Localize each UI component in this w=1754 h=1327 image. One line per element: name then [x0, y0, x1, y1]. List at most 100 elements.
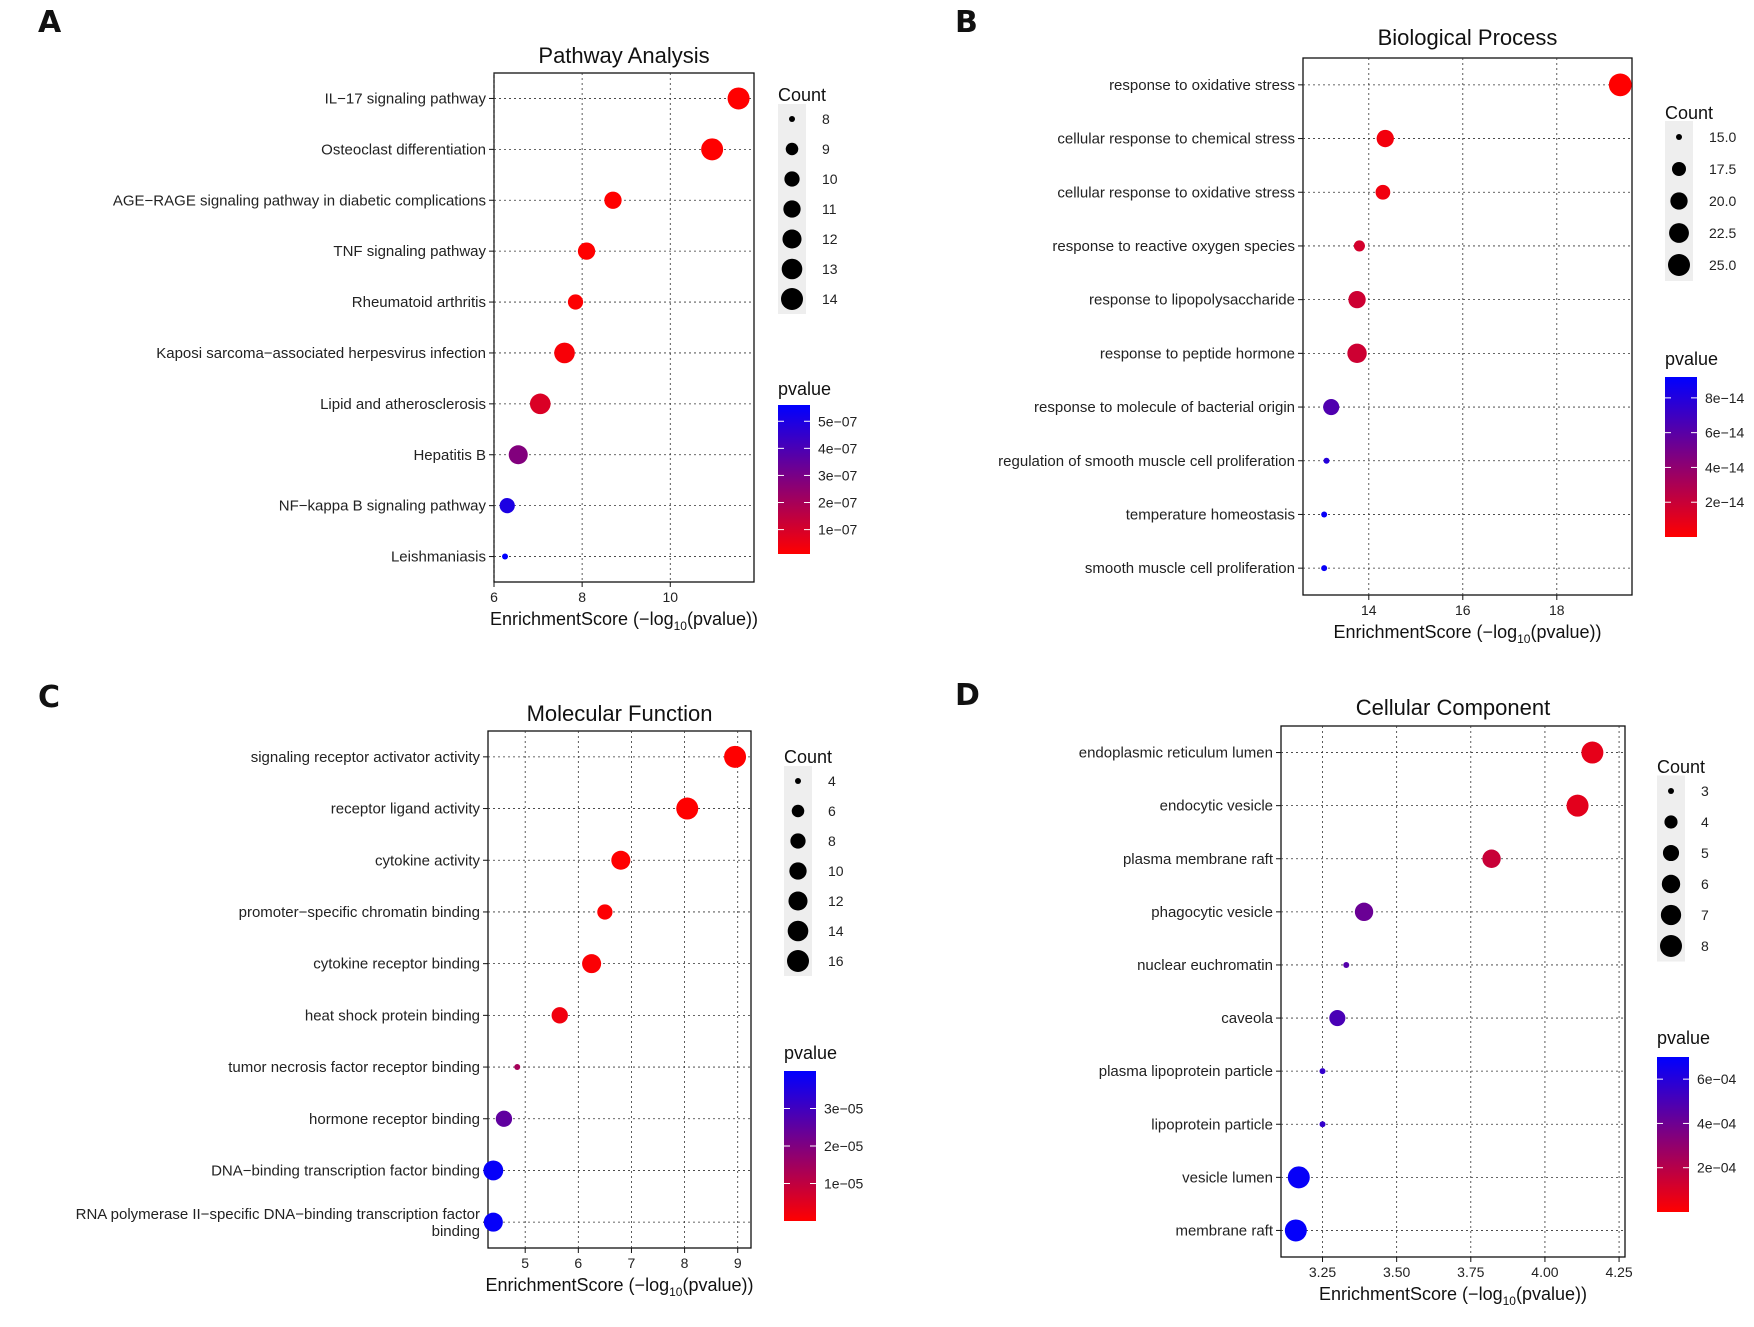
count-legend-title: Count	[778, 85, 826, 105]
count-legend-dot	[1660, 904, 1682, 926]
plot-title-a: Pathway Analysis	[538, 43, 709, 68]
count-legend-label: 22.5	[1709, 225, 1736, 241]
data-point	[1323, 457, 1330, 464]
count-legend-dot	[1668, 788, 1674, 794]
count-legend-dot	[1661, 874, 1681, 894]
category-label: phagocytic vesicle	[1151, 904, 1273, 921]
count-legend-label: 7	[1701, 907, 1709, 923]
count-legend-label: 4	[1701, 814, 1709, 830]
panel-letter-d: D	[955, 678, 980, 713]
category-label: temperature homeostasis	[1126, 506, 1295, 523]
count-legend-dot	[1664, 815, 1678, 829]
pvalue-legend-title: pvalue	[1665, 349, 1718, 369]
count-legend-dot	[787, 950, 809, 972]
pvalue-colorbar	[1657, 1057, 1689, 1212]
category-label: regulation of smooth muscle cell prolife…	[998, 453, 1295, 470]
pvalue-legend-title: pvalue	[784, 1043, 837, 1063]
pvalue-legend-label: 4e−14	[1705, 459, 1745, 475]
pvalue-legend-title: pvalue	[778, 379, 831, 399]
panel-d: Cellular Component 3.25 3.50 3.75 4.00 4.25 En…	[1079, 695, 1737, 1308]
data-point	[499, 498, 515, 514]
data-point	[1581, 741, 1604, 764]
x-tick-label: 18	[1549, 602, 1565, 618]
category-label: DNA−binding transcription factor binding	[211, 1162, 480, 1179]
pvalue-legend-label: 5e−07	[818, 413, 858, 429]
panel-a: Pathway Analysis 6 8 10 EnrichmentScore (−lo…	[113, 43, 858, 633]
category-label: vesicle lumen	[1182, 1169, 1273, 1186]
category-label: Osteoclast differentiation	[321, 141, 486, 158]
x-tick-label: 14	[1361, 602, 1377, 618]
count-legend-label: 9	[822, 141, 830, 157]
count-legend-dot	[1670, 192, 1688, 210]
count-legend-dot	[1676, 134, 1682, 140]
data-point	[1287, 1166, 1310, 1189]
category-label: endoplasmic reticulum lumen	[1079, 745, 1273, 762]
panel-c: Molecular Function 5 6 7 8 9 EnrichmentScore (…	[76, 701, 864, 1299]
count-legend-label: 11	[822, 201, 837, 217]
plot-frame-c	[487, 730, 752, 1249]
data-point	[1323, 398, 1340, 416]
count-legend-label: 8	[828, 833, 836, 849]
count-legend-label: 20.0	[1709, 193, 1736, 209]
category-label: tumor necrosis factor receptor binding	[228, 1059, 480, 1076]
plot-title-c: Molecular Function	[527, 701, 713, 726]
category-label: AGE−RAGE signaling pathway in diabetic c…	[113, 192, 486, 209]
category-label: cytokine activity	[375, 852, 481, 869]
data-point	[701, 138, 724, 161]
category-label: Lipid and atherosclerosis	[320, 396, 486, 413]
count-legend-label: 3	[1701, 783, 1709, 799]
count-legend-label: 8	[822, 111, 830, 127]
data-point	[483, 1212, 503, 1232]
data-point	[1376, 129, 1394, 148]
pvalue-colorbar	[778, 405, 810, 554]
count-legend-label: 13	[822, 261, 838, 277]
x-tick-label: 9	[734, 1255, 742, 1271]
panel-letter-b: B	[955, 5, 978, 40]
data-point	[551, 1007, 568, 1024]
category-label: caveola	[1221, 1010, 1273, 1027]
count-legend-label: 10	[828, 863, 844, 879]
data-point	[495, 1110, 513, 1127]
data-point	[508, 445, 528, 465]
count-legend-label: 25.0	[1709, 257, 1736, 273]
x-axis-label-a: EnrichmentScore (−log10(pvalue))	[490, 609, 758, 633]
count-legend-dot	[783, 200, 801, 218]
x-axis-label-b: EnrichmentScore (−log10(pvalue))	[1334, 622, 1602, 646]
x-tick-label: 4.25	[1605, 1264, 1632, 1280]
pvalue-legend-label: 6e−14	[1705, 425, 1745, 441]
count-legend-label: 14	[828, 923, 844, 939]
category-label: plasma membrane raft	[1123, 851, 1274, 868]
data-point	[1284, 1219, 1307, 1242]
pvalue-legend-title: pvalue	[1657, 1028, 1710, 1048]
category-label: cytokine receptor binding	[313, 956, 480, 973]
pvalue-legend-label: 2e−05	[824, 1138, 864, 1154]
x-tick-label: 16	[1455, 602, 1471, 618]
data-point	[1319, 1068, 1326, 1075]
data-point	[1343, 961, 1350, 968]
category-label: endocytic vesicle	[1160, 798, 1273, 815]
count-legend-dot	[784, 171, 800, 187]
category-label: nuclear euchromatin	[1137, 957, 1273, 974]
count-legend-label: 12	[828, 893, 844, 909]
category-label: signaling receptor activator activity	[251, 749, 481, 766]
count-legend-dot	[1669, 223, 1689, 243]
pvalue-colorbar	[1665, 377, 1697, 537]
x-tick-label: 5	[521, 1255, 529, 1271]
data-point	[514, 1064, 521, 1071]
count-legend-dot	[1672, 162, 1686, 176]
count-legend-dot	[791, 804, 805, 818]
pvalue-legend-label: 1e−05	[824, 1176, 864, 1192]
data-point	[1329, 1009, 1346, 1027]
count-legend-dot	[781, 258, 803, 280]
data-point	[597, 904, 613, 920]
plot-frame-b	[1302, 57, 1633, 596]
category-label: TNF signaling pathway	[333, 243, 486, 260]
data-point	[1354, 902, 1374, 922]
x-tick-label: 6	[490, 589, 498, 605]
data-point	[1353, 240, 1365, 252]
category-label: Rheumatoid arthritis	[352, 294, 486, 311]
data-point	[582, 954, 602, 974]
data-point	[1321, 565, 1328, 572]
x-tick-label: 3.50	[1383, 1264, 1410, 1280]
